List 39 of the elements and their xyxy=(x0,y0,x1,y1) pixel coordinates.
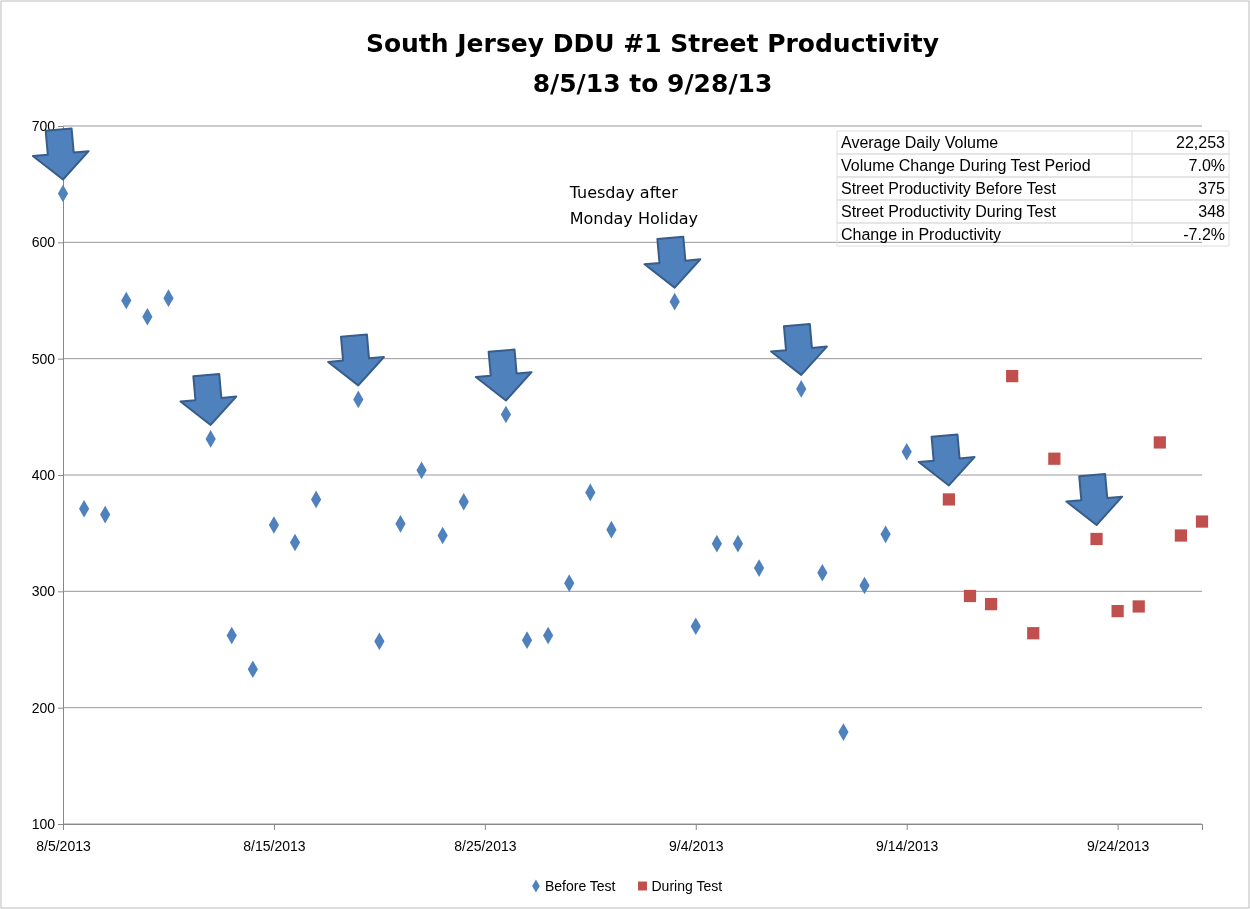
point xyxy=(1195,515,1209,528)
annotation: Street Productivity Before Test xyxy=(841,180,1057,197)
point xyxy=(1027,627,1040,640)
point xyxy=(1153,436,1166,449)
x-tick-label: 9/4/2013 xyxy=(669,838,724,855)
point xyxy=(1048,452,1061,465)
point xyxy=(963,589,977,603)
annotation: Tuesday after Monday Holiday xyxy=(568,182,699,228)
annotation: -7.2% xyxy=(1183,226,1225,243)
legend-label: During Test xyxy=(651,878,723,894)
x-tick-label: 9/24/2013 xyxy=(1086,838,1150,855)
point xyxy=(1111,604,1124,618)
legend-label: Before Test xyxy=(544,878,616,894)
chart-subtitle: 8/5/13 to 9/28/13 xyxy=(532,69,773,98)
point xyxy=(1090,532,1103,546)
y-tick-label: 300 xyxy=(31,583,56,600)
annotation: Volume Change During Test Period xyxy=(841,157,1091,174)
x-tick-label: 8/5/2013 xyxy=(36,838,91,855)
annotation: 348 xyxy=(1198,203,1226,220)
x-tick-label: 9/14/2013 xyxy=(876,838,939,855)
y-tick-label: 100 xyxy=(31,815,56,832)
annotation: 22,253 xyxy=(1176,134,1226,151)
annotation: Street Productivity During Test xyxy=(841,203,1057,220)
x-tick-label: 8/15/2013 xyxy=(243,838,306,855)
y-tick-label: 400 xyxy=(31,466,56,483)
y-tick-label: 200 xyxy=(31,699,56,716)
point xyxy=(984,598,998,611)
y-tick-label: 600 xyxy=(31,234,56,251)
point xyxy=(1174,529,1188,542)
annotation: Change in Productivity xyxy=(841,226,1002,243)
annotation: Average Daily Volume xyxy=(841,134,999,151)
x-tick-label: 8/25/2013 xyxy=(454,838,517,855)
point xyxy=(942,493,956,506)
annotation: 7.0% xyxy=(1188,157,1225,174)
point xyxy=(1006,369,1019,383)
chart-title: South Jersey DDU #1 Street Productivity xyxy=(365,29,940,58)
point xyxy=(1132,600,1145,613)
y-tick-label: 500 xyxy=(31,350,56,367)
annotation: 375 xyxy=(1198,180,1226,197)
